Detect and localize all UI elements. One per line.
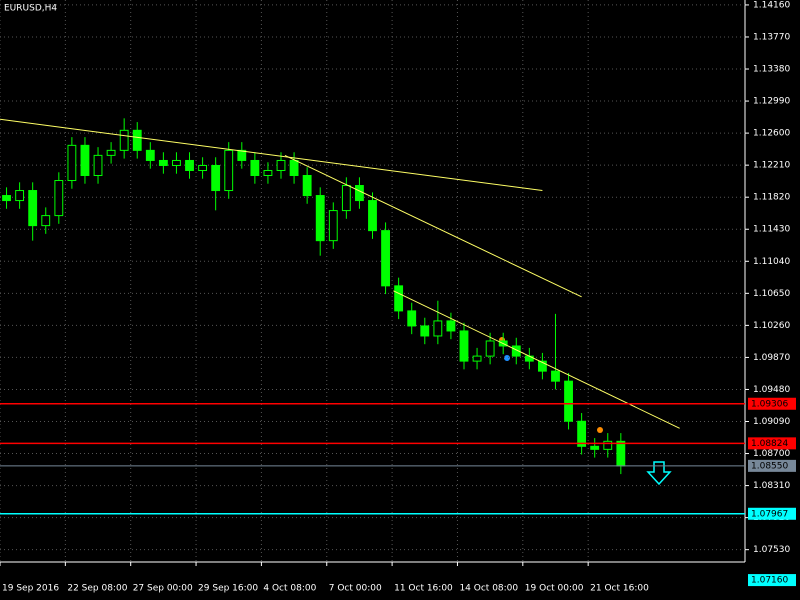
- level-label-bg: [748, 459, 796, 472]
- level-label-bg: [748, 397, 796, 410]
- candle-body: [551, 370, 560, 382]
- candle-body: [54, 180, 64, 217]
- candle-body: [420, 325, 430, 337]
- candle-body: [459, 330, 469, 362]
- candle-body: [328, 210, 338, 242]
- candle-body: [263, 169, 273, 177]
- candle-body: [80, 144, 90, 177]
- candle-body: [158, 159, 168, 166]
- candle-body: [381, 230, 390, 287]
- x-tick-label: 19 Oct 00:00: [525, 584, 584, 594]
- candle-body: [145, 149, 155, 161]
- candle-body: [537, 360, 547, 372]
- x-tick-label: 14 Oct 08:00: [459, 584, 518, 594]
- y-tick-label: 1.11430: [753, 225, 790, 235]
- level-label: 1.09306: [751, 399, 788, 409]
- candle-body: [2, 195, 11, 202]
- x-tick-label: 19 Sep 2016: [2, 584, 59, 594]
- y-tick-label: 1.12990: [753, 97, 790, 107]
- y-tick-label: 1.13770: [753, 32, 790, 42]
- candle-body: [67, 144, 77, 182]
- candle-body: [93, 154, 103, 177]
- candle-body: [564, 380, 573, 422]
- candle-body: [211, 164, 221, 192]
- candle-body: [250, 159, 260, 177]
- candle-body: [433, 320, 443, 337]
- candle-body: [237, 149, 247, 161]
- y-tick-label: 1.08310: [753, 481, 790, 491]
- candle-body: [302, 175, 312, 197]
- candle-body: [590, 445, 600, 450]
- order-marker: [597, 427, 603, 433]
- trend-line: [0, 118, 543, 192]
- sell-arrow: [646, 461, 672, 486]
- y-tick-label: 1.09090: [753, 417, 790, 427]
- y-tick-label: 1.08700: [753, 449, 790, 459]
- candle-body: [341, 185, 351, 212]
- y-tick-label: 1.10260: [753, 321, 790, 331]
- y-tick-label: 1.12600: [753, 129, 790, 139]
- y-tick-label: 1.10650: [753, 289, 790, 299]
- candle-body: [224, 149, 234, 192]
- x-tick-label: 7 Oct 00:00: [329, 584, 382, 594]
- level-label: 1.07160: [751, 576, 788, 586]
- trend-line: [284, 155, 582, 298]
- level-label: 1.07967: [751, 509, 788, 519]
- level-label-bg: [748, 574, 796, 587]
- candle-body: [276, 159, 286, 171]
- candle-body: [511, 345, 521, 357]
- candle-body: [577, 420, 587, 447]
- x-tick-label: 21 Oct 16:00: [590, 584, 649, 594]
- trend-line: [393, 290, 680, 429]
- y-tick-label: 1.13380: [753, 65, 790, 75]
- order-marker: [504, 355, 510, 361]
- candle-body: [315, 195, 325, 242]
- candle-body: [15, 190, 25, 202]
- chart-title: EURUSD,H4: [4, 4, 57, 14]
- candle-body: [41, 215, 51, 227]
- candle-body: [485, 340, 495, 357]
- y-tick-label: 1.07530: [753, 545, 790, 555]
- candle-body: [289, 159, 299, 177]
- candle-body: [198, 164, 208, 171]
- y-tick-label: 1.12210: [753, 161, 790, 171]
- candle-body: [119, 129, 129, 151]
- y-tick-label: 1.09870: [753, 353, 790, 363]
- candle-body: [132, 129, 142, 151]
- candle-body: [472, 355, 482, 362]
- y-tick-label: 1.11040: [753, 257, 790, 267]
- level-label: 1.08550: [751, 461, 788, 471]
- candle-body: [185, 159, 194, 171]
- candle-body: [28, 190, 38, 227]
- candle-body: [172, 159, 181, 166]
- candle-body: [394, 285, 404, 312]
- level-label-bg: [748, 507, 796, 520]
- y-tick-label: 1.09480: [753, 385, 790, 395]
- candle-body: [524, 355, 534, 362]
- candle-body: [106, 149, 116, 156]
- candle-body: [407, 310, 417, 327]
- x-tick-label: 22 Sep 08:00: [67, 584, 127, 594]
- candle-body: [616, 440, 626, 467]
- y-tick-label: 1.14160: [753, 0, 790, 10]
- x-tick-label: 29 Sep 16:00: [198, 584, 258, 594]
- candle-body: [368, 200, 377, 232]
- x-tick-label: 4 Oct 08:00: [263, 584, 316, 594]
- level-label: 1.08824: [751, 439, 788, 449]
- level-label-bg: [748, 437, 796, 450]
- candle-body: [446, 320, 456, 332]
- candle-body: [603, 440, 613, 450]
- candle-body: [355, 185, 364, 202]
- y-tick-label: 1.11820: [753, 193, 790, 203]
- x-tick-label: 11 Oct 16:00: [394, 584, 453, 594]
- x-tick-label: 27 Sep 00:00: [133, 584, 193, 594]
